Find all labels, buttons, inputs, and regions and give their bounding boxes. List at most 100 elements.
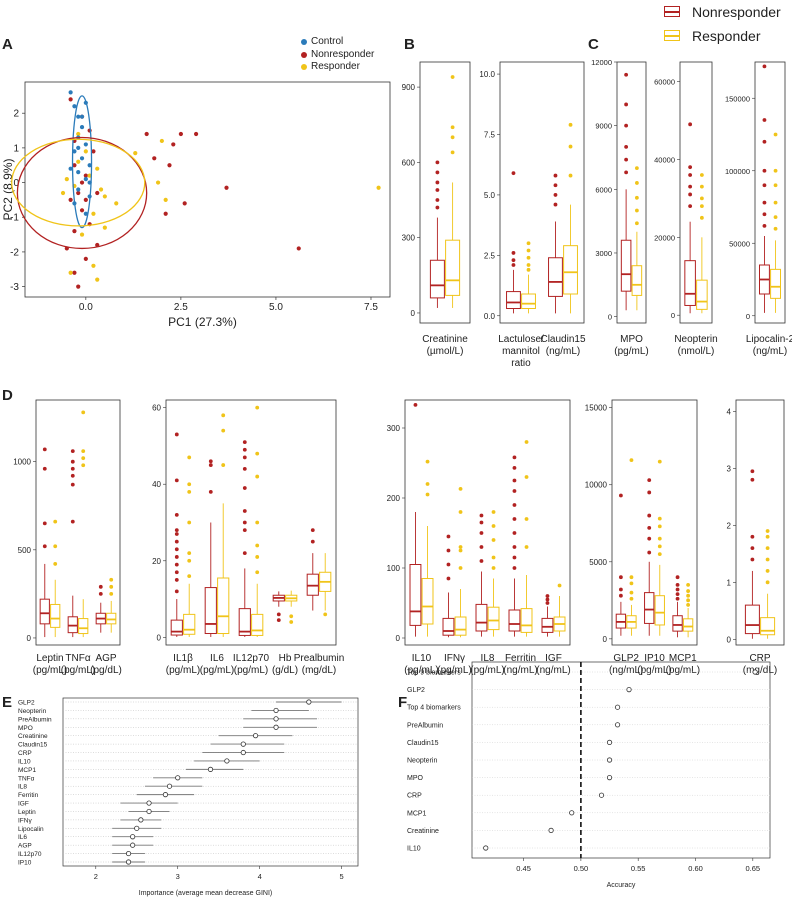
legend-nonresponder: Nonresponder — [662, 0, 790, 24]
e-importance-point — [146, 800, 152, 806]
pca-point-nonresponder — [152, 156, 157, 161]
c-neopterin-outlier-non — [688, 173, 693, 177]
d-group4-outlier-non — [647, 478, 652, 483]
c-lipocalin-y-tick-label: 0 — [746, 312, 750, 321]
nonresponder-dot-icon — [301, 51, 307, 58]
d-group4-box-non — [644, 592, 655, 624]
d-group3-outlier-non — [512, 517, 517, 521]
pca-point-responder — [133, 150, 138, 156]
f-accuracy-point — [752, 669, 758, 675]
d-group3-outlier-res — [458, 545, 463, 549]
d-group2-box-non — [170, 619, 183, 636]
b-creatinine-box-non — [429, 259, 445, 299]
d-group5-y-tick-label: 3 — [727, 464, 732, 473]
e-row-label: GLP2 — [18, 700, 35, 707]
pca-point-nonresponder — [83, 256, 88, 261]
f-row-label: Neopterin — [407, 758, 437, 765]
e-importance-point — [273, 707, 279, 714]
b-creatinine-outlier-non — [435, 205, 440, 210]
b-creatinine-category-label: Creatinine (µmol/L) — [422, 334, 468, 357]
pca-point-nonresponder — [79, 180, 85, 185]
d-group2-y-tick-label: 60 — [152, 404, 161, 413]
pca-point-nonresponder — [72, 229, 77, 234]
d-group4-outlier-non — [675, 583, 680, 587]
b-gut-y-tick-label: 5.0 — [484, 191, 496, 200]
d-group4-outlier-non — [647, 525, 652, 530]
e-row-label: IL12p70 — [18, 851, 42, 858]
d-group5-outlier-res — [765, 546, 770, 551]
d-group4-category-label: IP10 (pg/mL) — [637, 653, 671, 676]
d-group3-outlier-non — [545, 597, 550, 602]
d-group3-outlier-non — [446, 534, 451, 539]
d-group3-outlier-res — [557, 583, 562, 588]
f-x-tick-label: 0.45 — [516, 864, 531, 873]
e-importance-point — [125, 850, 132, 857]
e-importance-point — [134, 825, 140, 831]
c-neopterin-y-tick-label: 40000 — [654, 155, 675, 164]
d-group2-outlier-res — [221, 463, 226, 467]
e-importance-point — [240, 749, 246, 756]
c-mpo-box-non — [620, 239, 632, 292]
d-group3-outlier-res — [458, 510, 463, 514]
b-creatinine-y-tick-label: 900 — [402, 83, 416, 92]
pca-x-tick-label: 2.5 — [174, 302, 188, 313]
f-row-label: PreAlbumin — [407, 722, 443, 729]
b-gut-outlier-non — [553, 183, 558, 188]
d-group2-outlier-non — [174, 539, 179, 544]
b-gut-outlier-non — [511, 258, 516, 263]
d-group2-outlier-non — [174, 570, 179, 575]
c-lipocalin-outlier-non — [762, 168, 767, 173]
d-group3-y-tick-label: 300 — [387, 424, 401, 433]
d-group2-outlier-res — [187, 551, 192, 556]
d-group2-box-res — [251, 613, 264, 636]
d-group2-box-res — [217, 577, 230, 635]
b-creatinine-frame — [419, 61, 471, 324]
e-importance-point — [224, 758, 230, 764]
d-group2-category-label: Prealbumin (mg/dL) — [294, 653, 345, 676]
d-group2-outlier-non — [310, 539, 315, 544]
d-group2-outlier-non — [174, 512, 179, 517]
pca-point-nonresponder — [76, 190, 81, 196]
b-creatinine-outlier-res — [450, 150, 455, 155]
d-group4-y-tick-label: 15000 — [585, 404, 608, 413]
d-group2-outlier-non — [242, 486, 247, 490]
b-creatinine-outlier-non — [435, 160, 440, 165]
d-group3-outlier-non — [479, 559, 484, 563]
d-group4-box-non — [672, 615, 683, 632]
d-group1-box-res — [50, 603, 61, 628]
pca-point-control — [68, 90, 73, 95]
e-x-tick-label: 4 — [258, 872, 262, 881]
pca-y-tick-label: 0 — [13, 178, 19, 189]
pca-point-responder — [155, 180, 161, 185]
c-mpo-y-tick-label: 6000 — [595, 185, 612, 194]
b-gut-outlier-res — [526, 263, 531, 267]
c-lipocalin-outlier-res — [773, 168, 778, 173]
f-row-label: GLP2 — [407, 687, 425, 694]
e-x-axis-title: Importance (average mean decrease GINI) — [139, 890, 272, 897]
d-group1-outlier-res — [109, 584, 114, 589]
f-accuracy-point — [606, 739, 613, 746]
d-group2-box-non — [204, 587, 217, 635]
c-mpo-box-res — [631, 265, 643, 296]
pca-point-nonresponder — [178, 131, 183, 137]
pca-point-responder — [76, 131, 81, 137]
d-group1-outlier-non — [70, 466, 75, 471]
c-lipocalin-outlier-res — [773, 226, 778, 231]
d-group5-box-non — [744, 604, 760, 635]
d-group1-outlier-non — [98, 591, 103, 596]
e-row-label: PreAlbumin — [18, 716, 52, 723]
f-accuracy-point — [483, 845, 489, 851]
e-x-tick-label: 2 — [94, 872, 98, 881]
panel-letter-f: F — [398, 694, 408, 711]
panel-letter-d: D — [2, 387, 13, 404]
f-x-axis-title: Accuracy — [607, 882, 636, 889]
d-group4-category-label: GLP2 (ng/mL) — [609, 653, 643, 676]
d-group3-outlier-non — [512, 531, 517, 535]
d-group4-outlier-non — [647, 490, 652, 495]
legend-nonresponder-label: Nonresponder — [692, 4, 781, 20]
c-lipocalin-y-tick-label: 50000 — [729, 239, 750, 248]
b-gut-box-non — [506, 291, 521, 310]
d-group5-outlier-res — [765, 557, 770, 562]
d-group4-outlier-res — [686, 593, 691, 598]
